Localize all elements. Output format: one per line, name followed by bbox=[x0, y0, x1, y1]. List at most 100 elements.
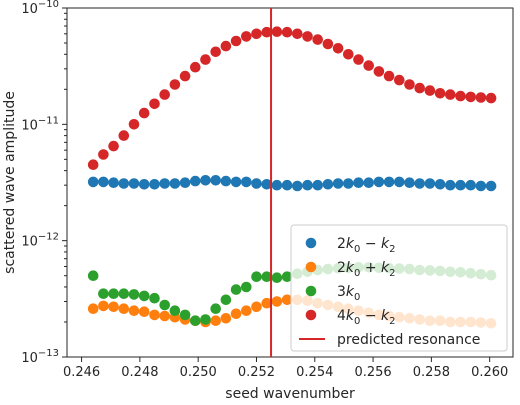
series-0-point bbox=[475, 180, 487, 192]
x-tick-label: 0.260 bbox=[471, 365, 508, 380]
series-0-point bbox=[332, 178, 344, 189]
series-2-point bbox=[241, 281, 252, 293]
series-2-point bbox=[220, 294, 232, 306]
series-0-point bbox=[138, 179, 150, 190]
series-1-point bbox=[261, 297, 273, 309]
series-3-point bbox=[424, 85, 436, 96]
series-0-point bbox=[302, 179, 313, 191]
series-3-point bbox=[373, 66, 385, 77]
legend-item: 3k0 bbox=[305, 284, 360, 303]
legend-marker bbox=[305, 309, 317, 321]
series-2-point bbox=[251, 271, 262, 283]
legend-marker bbox=[305, 261, 317, 273]
x-axis: 0.246 0.248 0.250 0.252 0.254 0.256 0.258 0.260 bbox=[63, 357, 508, 380]
series-0-point bbox=[424, 178, 436, 189]
series-3-point bbox=[281, 26, 293, 38]
series-3-point bbox=[455, 90, 466, 102]
series-0-point bbox=[485, 180, 497, 192]
legend-marker bbox=[305, 237, 317, 249]
series-0-point bbox=[108, 177, 119, 188]
series-0-point bbox=[394, 176, 405, 188]
y-axis: 10−13 10−12 10−11 10−10 bbox=[21, 0, 67, 366]
legend-item: 4k0 − k2 bbox=[305, 308, 396, 327]
series-0-point bbox=[363, 177, 375, 188]
series-2-point bbox=[179, 309, 191, 321]
x-tick-label: 0.246 bbox=[63, 365, 100, 380]
series-1-point bbox=[281, 294, 293, 306]
series-3-point bbox=[220, 40, 232, 52]
series-3-point bbox=[404, 79, 415, 90]
series-3-point bbox=[271, 26, 283, 37]
series-1-point bbox=[220, 313, 232, 324]
series-3-point bbox=[363, 60, 375, 71]
legend-label: 2k0 + k2 bbox=[337, 260, 396, 279]
plot-frame bbox=[66, 7, 514, 358]
series-1-point bbox=[241, 305, 252, 317]
series-3-point bbox=[475, 92, 487, 103]
series-2-point bbox=[118, 288, 130, 300]
series-0-point bbox=[149, 179, 160, 190]
series-1-point bbox=[128, 305, 140, 317]
legend-label: 3k0 bbox=[337, 284, 360, 303]
x-tick-label: 0.250 bbox=[180, 365, 217, 380]
series-3-point bbox=[261, 26, 273, 38]
series-0-point bbox=[179, 177, 191, 188]
series-0-point bbox=[455, 179, 466, 191]
legend-item: predicted resonance bbox=[299, 332, 480, 348]
y-tick-label: 10−11 bbox=[21, 115, 59, 133]
series-3-point bbox=[322, 38, 334, 50]
series-2-point bbox=[108, 288, 119, 300]
series-3-point bbox=[128, 119, 140, 130]
series-0-point bbox=[414, 178, 426, 189]
series-2-point bbox=[98, 288, 109, 300]
series-3-point bbox=[353, 54, 364, 65]
series-3-point bbox=[190, 61, 201, 73]
series-0-point bbox=[220, 175, 232, 187]
series-0-point bbox=[353, 177, 364, 188]
series-0-point bbox=[87, 176, 99, 188]
series-0-point bbox=[281, 179, 293, 191]
series-0-point bbox=[261, 179, 273, 190]
series-2-point bbox=[149, 292, 160, 304]
series-0-point bbox=[251, 178, 262, 189]
series-2-point bbox=[261, 271, 273, 283]
series-3-point bbox=[251, 28, 262, 40]
series-0-point bbox=[383, 176, 395, 188]
y-tick-label: 10−10 bbox=[21, 0, 59, 17]
x-tick-label: 0.256 bbox=[354, 365, 391, 380]
series-2-point bbox=[159, 299, 170, 311]
series-0-point bbox=[445, 179, 456, 191]
legend-item: 2k0 − k2 bbox=[305, 236, 396, 255]
series-3-point bbox=[230, 35, 242, 47]
x-tick-label: 0.254 bbox=[296, 365, 333, 380]
series-2-point bbox=[271, 272, 283, 284]
series-3-point bbox=[179, 70, 191, 82]
series-1-point bbox=[138, 306, 150, 318]
series-3-point bbox=[394, 74, 405, 86]
series-0-point bbox=[98, 176, 109, 188]
series-1-point bbox=[98, 300, 109, 312]
series-3-point bbox=[149, 98, 160, 110]
legend-box bbox=[290, 224, 508, 352]
series-0-point bbox=[434, 179, 446, 190]
series-2-point bbox=[230, 284, 242, 295]
series-0-point bbox=[210, 175, 221, 186]
legend-label: 4k0 − k2 bbox=[337, 308, 396, 327]
series-0-point bbox=[190, 175, 201, 187]
series-2-point bbox=[281, 271, 293, 283]
x-axis-label: seed wavenumber bbox=[225, 386, 355, 402]
series-1-point bbox=[230, 308, 242, 320]
x-tick-label: 0.252 bbox=[238, 365, 275, 380]
series-1-point bbox=[159, 310, 170, 322]
series-0-point bbox=[292, 180, 303, 192]
series-2-point bbox=[200, 314, 211, 325]
series-3-point bbox=[343, 49, 354, 60]
legend-item: 2k0 + k2 bbox=[305, 260, 396, 279]
series-0-point bbox=[230, 176, 242, 188]
series-3-point bbox=[383, 70, 395, 82]
legend-label: predicted resonance bbox=[337, 332, 480, 348]
series-3-point bbox=[414, 82, 426, 94]
legend: 2k0 − k2 2k0 + k2 3k0 4k0 − k2 predicted res… bbox=[290, 224, 508, 352]
series-3-point bbox=[210, 46, 221, 58]
